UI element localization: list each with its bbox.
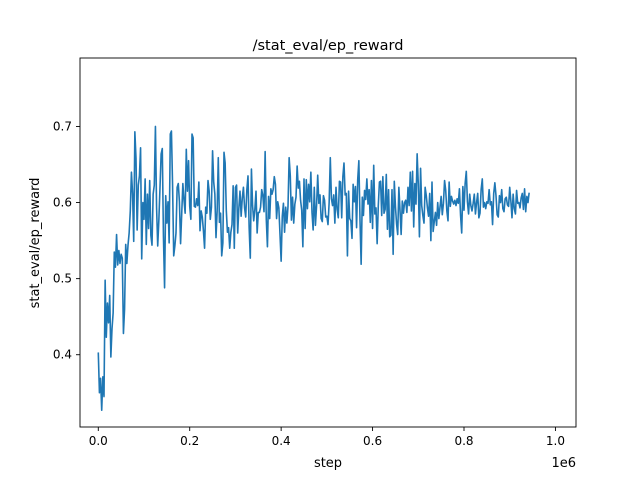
x-tick-label: 0.4	[272, 434, 291, 448]
x-tick-label: 0.8	[454, 434, 473, 448]
y-tick-label: 0.5	[53, 272, 72, 286]
plot-area	[79, 57, 577, 428]
x-axis-ticks: 0.0 0.2 0.4 0.6 0.8 1.0	[89, 427, 565, 448]
series-line	[97, 125, 530, 412]
chart-title: /stat_eval/ep_reward	[253, 38, 404, 54]
x-tick-label: 0.6	[363, 434, 382, 448]
x-tick-label: 0.2	[180, 434, 199, 448]
y-tick-label: 0.4	[53, 348, 72, 362]
x-axis-label: step	[314, 456, 342, 471]
plot-frame	[79, 57, 577, 428]
y-axis-ticks: 0.4 0.5 0.6 0.7	[53, 119, 80, 362]
x-tick-label: 1.0	[546, 434, 565, 448]
x-tick-label: 0.0	[89, 434, 108, 448]
y-axis-label: stat_eval/ep_reward	[28, 178, 43, 309]
x-axis-offset-label: 1e6	[551, 456, 576, 471]
y-tick-label: 0.6	[53, 196, 72, 210]
y-tick-label: 0.7	[53, 119, 72, 133]
